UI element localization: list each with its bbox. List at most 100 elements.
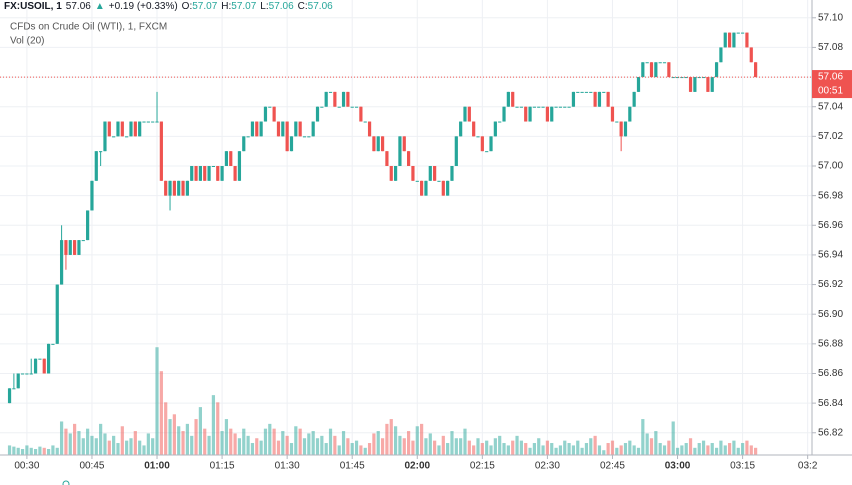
header-part: 57.06 <box>269 1 294 12</box>
candle-body <box>524 106 528 122</box>
candles <box>7 32 758 404</box>
candle-body <box>424 180 428 196</box>
candle-body <box>59 240 64 285</box>
candle-body <box>198 165 202 181</box>
candle-body <box>550 106 554 122</box>
candle-body <box>641 62 645 78</box>
candle-body <box>389 165 393 181</box>
volume-bar <box>736 447 740 455</box>
candle-body <box>407 151 411 166</box>
volume-bar <box>129 438 133 455</box>
x-tick-label: 01:30 <box>275 461 300 472</box>
candle-body <box>164 180 168 196</box>
volume-bar <box>502 443 506 455</box>
volume-bar <box>172 414 176 455</box>
volume-bar <box>359 445 363 455</box>
volume-bar <box>697 443 701 455</box>
volume-bar <box>541 445 545 455</box>
candle-body <box>498 121 502 123</box>
volume-bar <box>415 426 419 455</box>
volume-pane <box>7 347 758 455</box>
candle-body <box>567 106 571 108</box>
volume-bar <box>385 423 389 455</box>
candle-body <box>68 240 72 255</box>
volume-bar <box>732 440 736 455</box>
candle-body <box>172 180 176 196</box>
volume-bar <box>367 443 372 455</box>
y-tick-label: 56.94 <box>818 250 843 261</box>
volume-bar <box>328 428 333 455</box>
candle-body <box>7 388 12 404</box>
candle-body <box>29 373 33 375</box>
candle-body <box>372 136 376 152</box>
candle-body <box>103 121 107 152</box>
candle-body <box>610 106 615 122</box>
candle-body <box>654 62 658 78</box>
volume-bar <box>7 445 12 455</box>
volume-bar <box>211 395 216 455</box>
x-tick-label: 00:45 <box>79 461 104 472</box>
volume-bar <box>64 428 68 455</box>
candle-body <box>662 62 667 64</box>
x-tick-label: 00:30 <box>14 461 39 472</box>
volume-bar <box>177 426 181 455</box>
candle-body <box>168 180 172 196</box>
candle-body <box>142 121 146 123</box>
candle-body <box>298 121 302 137</box>
candle-body <box>363 121 367 123</box>
candle-body <box>307 136 311 138</box>
volume-bar <box>511 440 515 455</box>
candle-body <box>233 165 237 181</box>
volume-bar <box>667 440 671 455</box>
volume-bar <box>524 443 528 455</box>
volume-bar <box>545 440 550 455</box>
volume-bar <box>86 428 90 455</box>
candle-body <box>706 77 710 92</box>
volume-bar <box>38 446 42 455</box>
candle-body <box>701 77 706 79</box>
volume-bar <box>389 419 393 455</box>
candle-body <box>636 77 641 92</box>
volume-bar <box>407 431 411 455</box>
candle-body <box>276 121 281 137</box>
volume-bar <box>220 431 224 455</box>
candle-body <box>315 106 320 122</box>
candle-body <box>402 136 406 152</box>
header: FX:USOIL, 1 57.06 ▲ +0.19 (+0.33%) O:57.07 H:… <box>4 1 333 12</box>
candle-body <box>472 121 476 137</box>
candle-body <box>16 373 20 389</box>
volume-bar <box>73 423 77 455</box>
volume-bar <box>671 421 675 455</box>
candle-body <box>302 136 307 138</box>
candle-body <box>359 106 363 122</box>
candle-body <box>398 136 402 166</box>
volume-bar <box>276 440 281 455</box>
candle-body <box>42 358 46 374</box>
candle-body <box>571 91 576 107</box>
volume-bar <box>636 447 641 455</box>
candle-body <box>94 151 98 181</box>
candle-body <box>385 151 389 166</box>
volume-bar <box>77 431 81 455</box>
volume-bar <box>454 438 458 455</box>
y-tick-label: 56.92 <box>818 279 843 290</box>
candle-body <box>294 121 298 137</box>
candle-body <box>485 151 489 153</box>
volume-bar <box>346 438 350 455</box>
candle-body <box>740 32 745 34</box>
volume-bar <box>112 435 116 455</box>
candle-body <box>229 151 233 166</box>
header-part: +0.19 (+0.33%) <box>109 1 178 12</box>
candle-body <box>86 210 90 241</box>
candle-body <box>224 151 229 166</box>
candle-body <box>545 106 550 122</box>
volume-bar <box>437 445 441 455</box>
volume-bar <box>619 445 623 455</box>
volume-bar <box>268 423 272 455</box>
volume-bar <box>710 443 714 455</box>
volume-bar <box>190 435 194 455</box>
volume-bar <box>428 433 432 455</box>
candle-body <box>220 165 224 181</box>
volume-bar <box>519 440 523 455</box>
